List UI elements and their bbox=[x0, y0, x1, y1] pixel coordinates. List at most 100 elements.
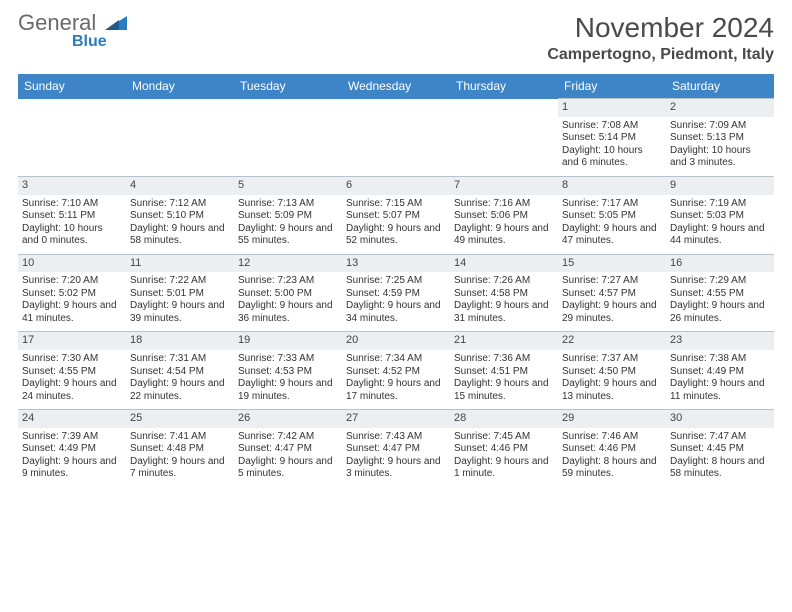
daylight-line: Daylight: 9 hours and 36 minutes. bbox=[238, 300, 338, 325]
day-number: 21 bbox=[450, 332, 558, 350]
day-of-week-header: Monday bbox=[126, 74, 234, 99]
daylight-line: Daylight: 9 hours and 9 minutes. bbox=[22, 456, 122, 481]
sunrise-line: Sunrise: 7:23 AM bbox=[238, 275, 338, 288]
sunrise-line: Sunrise: 7:31 AM bbox=[130, 353, 230, 366]
sunrise-line: Sunrise: 7:41 AM bbox=[130, 431, 230, 444]
calendar-week-row: 1Sunrise: 7:08 AMSunset: 5:14 PMDaylight… bbox=[18, 99, 774, 177]
daylight-line: Daylight: 9 hours and 31 minutes. bbox=[454, 300, 554, 325]
calendar-day-cell: 30Sunrise: 7:47 AMSunset: 4:45 PMDayligh… bbox=[666, 410, 774, 487]
sunset-line: Sunset: 4:49 PM bbox=[670, 366, 770, 379]
calendar-day-cell: 5Sunrise: 7:13 AMSunset: 5:09 PMDaylight… bbox=[234, 176, 342, 254]
day-number: 23 bbox=[666, 332, 774, 350]
sunset-line: Sunset: 4:45 PM bbox=[670, 443, 770, 456]
calendar-blank-cell bbox=[234, 99, 342, 177]
sunrise-line: Sunrise: 7:12 AM bbox=[130, 198, 230, 211]
brand-triangle-icon bbox=[105, 14, 127, 35]
sunset-line: Sunset: 4:52 PM bbox=[346, 366, 446, 379]
calendar-day-cell: 22Sunrise: 7:37 AMSunset: 4:50 PMDayligh… bbox=[558, 332, 666, 410]
calendar-day-cell: 20Sunrise: 7:34 AMSunset: 4:52 PMDayligh… bbox=[342, 332, 450, 410]
day-number: 5 bbox=[234, 177, 342, 195]
day-of-week-header: Sunday bbox=[18, 74, 126, 99]
sunset-line: Sunset: 5:05 PM bbox=[562, 210, 662, 223]
sunset-line: Sunset: 5:10 PM bbox=[130, 210, 230, 223]
location: Campertogno, Piedmont, Italy bbox=[547, 46, 774, 64]
calendar-day-cell: 2Sunrise: 7:09 AMSunset: 5:13 PMDaylight… bbox=[666, 99, 774, 177]
calendar-day-cell: 4Sunrise: 7:12 AMSunset: 5:10 PMDaylight… bbox=[126, 176, 234, 254]
day-number: 28 bbox=[450, 410, 558, 428]
day-of-week-row: SundayMondayTuesdayWednesdayThursdayFrid… bbox=[18, 74, 774, 99]
calendar-day-cell: 3Sunrise: 7:10 AMSunset: 5:11 PMDaylight… bbox=[18, 176, 126, 254]
sunrise-line: Sunrise: 7:37 AM bbox=[562, 353, 662, 366]
day-number: 17 bbox=[18, 332, 126, 350]
sunrise-line: Sunrise: 7:25 AM bbox=[346, 275, 446, 288]
day-number: 9 bbox=[666, 177, 774, 195]
daylight-line: Daylight: 9 hours and 11 minutes. bbox=[670, 378, 770, 403]
calendar-day-cell: 25Sunrise: 7:41 AMSunset: 4:48 PMDayligh… bbox=[126, 410, 234, 487]
daylight-line: Daylight: 10 hours and 0 minutes. bbox=[22, 223, 122, 248]
day-number: 18 bbox=[126, 332, 234, 350]
daylight-line: Daylight: 9 hours and 7 minutes. bbox=[130, 456, 230, 481]
day-number: 6 bbox=[342, 177, 450, 195]
calendar-day-cell: 14Sunrise: 7:26 AMSunset: 4:58 PMDayligh… bbox=[450, 254, 558, 332]
calendar-day-cell: 29Sunrise: 7:46 AMSunset: 4:46 PMDayligh… bbox=[558, 410, 666, 487]
sunset-line: Sunset: 5:09 PM bbox=[238, 210, 338, 223]
sunset-line: Sunset: 4:48 PM bbox=[130, 443, 230, 456]
sunset-line: Sunset: 4:53 PM bbox=[238, 366, 338, 379]
calendar-blank-cell bbox=[450, 99, 558, 177]
calendar-day-cell: 27Sunrise: 7:43 AMSunset: 4:47 PMDayligh… bbox=[342, 410, 450, 487]
daylight-line: Daylight: 9 hours and 17 minutes. bbox=[346, 378, 446, 403]
calendar-day-cell: 7Sunrise: 7:16 AMSunset: 5:06 PMDaylight… bbox=[450, 176, 558, 254]
sunrise-line: Sunrise: 7:17 AM bbox=[562, 198, 662, 211]
day-of-week-header: Wednesday bbox=[342, 74, 450, 99]
sunset-line: Sunset: 4:50 PM bbox=[562, 366, 662, 379]
calendar-day-cell: 6Sunrise: 7:15 AMSunset: 5:07 PMDaylight… bbox=[342, 176, 450, 254]
daylight-line: Daylight: 9 hours and 3 minutes. bbox=[346, 456, 446, 481]
sunset-line: Sunset: 5:07 PM bbox=[346, 210, 446, 223]
day-of-week-header: Tuesday bbox=[234, 74, 342, 99]
sunrise-line: Sunrise: 7:33 AM bbox=[238, 353, 338, 366]
daylight-line: Daylight: 9 hours and 5 minutes. bbox=[238, 456, 338, 481]
calendar-week-row: 24Sunrise: 7:39 AMSunset: 4:49 PMDayligh… bbox=[18, 410, 774, 487]
brand-name: General bbox=[18, 10, 96, 35]
sunrise-line: Sunrise: 7:13 AM bbox=[238, 198, 338, 211]
title-block: November 2024 Campertogno, Piedmont, Ita… bbox=[547, 12, 774, 64]
day-number: 7 bbox=[450, 177, 558, 195]
daylight-line: Daylight: 9 hours and 13 minutes. bbox=[562, 378, 662, 403]
sunrise-line: Sunrise: 7:46 AM bbox=[562, 431, 662, 444]
calendar-day-cell: 28Sunrise: 7:45 AMSunset: 4:46 PMDayligh… bbox=[450, 410, 558, 487]
daylight-line: Daylight: 9 hours and 49 minutes. bbox=[454, 223, 554, 248]
day-number: 13 bbox=[342, 255, 450, 273]
sunset-line: Sunset: 4:51 PM bbox=[454, 366, 554, 379]
calendar-day-cell: 26Sunrise: 7:42 AMSunset: 4:47 PMDayligh… bbox=[234, 410, 342, 487]
calendar-blank-cell bbox=[18, 99, 126, 177]
calendar-day-cell: 17Sunrise: 7:30 AMSunset: 4:55 PMDayligh… bbox=[18, 332, 126, 410]
sunrise-line: Sunrise: 7:36 AM bbox=[454, 353, 554, 366]
sunrise-line: Sunrise: 7:22 AM bbox=[130, 275, 230, 288]
sunset-line: Sunset: 4:46 PM bbox=[454, 443, 554, 456]
sunrise-line: Sunrise: 7:34 AM bbox=[346, 353, 446, 366]
sunset-line: Sunset: 4:49 PM bbox=[22, 443, 122, 456]
daylight-line: Daylight: 9 hours and 24 minutes. bbox=[22, 378, 122, 403]
daylight-line: Daylight: 9 hours and 47 minutes. bbox=[562, 223, 662, 248]
daylight-line: Daylight: 9 hours and 52 minutes. bbox=[346, 223, 446, 248]
daylight-line: Daylight: 9 hours and 41 minutes. bbox=[22, 300, 122, 325]
calendar-blank-cell bbox=[126, 99, 234, 177]
daylight-line: Daylight: 9 hours and 39 minutes. bbox=[130, 300, 230, 325]
sunset-line: Sunset: 4:55 PM bbox=[22, 366, 122, 379]
brand-sub: Blue bbox=[72, 33, 127, 51]
sunset-line: Sunset: 4:47 PM bbox=[238, 443, 338, 456]
calendar-day-cell: 15Sunrise: 7:27 AMSunset: 4:57 PMDayligh… bbox=[558, 254, 666, 332]
calendar-day-cell: 13Sunrise: 7:25 AMSunset: 4:59 PMDayligh… bbox=[342, 254, 450, 332]
calendar-week-row: 17Sunrise: 7:30 AMSunset: 4:55 PMDayligh… bbox=[18, 332, 774, 410]
daylight-line: Daylight: 8 hours and 58 minutes. bbox=[670, 456, 770, 481]
sunset-line: Sunset: 5:11 PM bbox=[22, 210, 122, 223]
month-title: November 2024 bbox=[547, 12, 774, 44]
calendar-blank-cell bbox=[342, 99, 450, 177]
sunrise-line: Sunrise: 7:19 AM bbox=[670, 198, 770, 211]
calendar-day-cell: 10Sunrise: 7:20 AMSunset: 5:02 PMDayligh… bbox=[18, 254, 126, 332]
sunset-line: Sunset: 4:55 PM bbox=[670, 288, 770, 301]
calendar-day-cell: 1Sunrise: 7:08 AMSunset: 5:14 PMDaylight… bbox=[558, 99, 666, 177]
daylight-line: Daylight: 9 hours and 29 minutes. bbox=[562, 300, 662, 325]
calendar-table: SundayMondayTuesdayWednesdayThursdayFrid… bbox=[18, 74, 774, 487]
calendar-day-cell: 23Sunrise: 7:38 AMSunset: 4:49 PMDayligh… bbox=[666, 332, 774, 410]
